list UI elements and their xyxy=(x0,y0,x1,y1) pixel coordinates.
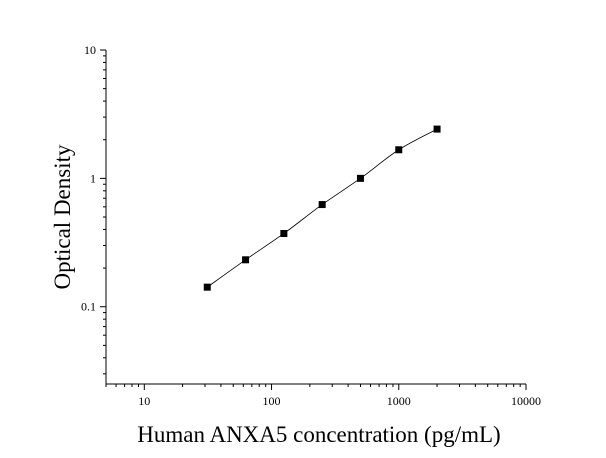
data-point xyxy=(356,174,364,182)
x-tick-label: 10000 xyxy=(511,394,541,408)
fit-curve xyxy=(207,128,438,288)
data-point xyxy=(318,201,326,209)
x-tick-label: 10 xyxy=(138,394,150,408)
y-axis-title: Optical Density xyxy=(50,144,75,289)
data-point xyxy=(395,146,403,154)
data-point xyxy=(242,256,250,264)
y-tick-label: 10 xyxy=(84,43,96,57)
y-tick-label: 1 xyxy=(90,171,96,185)
data-point xyxy=(280,229,288,237)
plot-area xyxy=(203,125,441,291)
x-tick-label: 100 xyxy=(263,394,281,408)
x-tick-label: 1000 xyxy=(387,394,411,408)
x-axis-title: Human ANXA5 concentration (pg/mL) xyxy=(137,422,500,447)
data-point xyxy=(203,283,211,291)
y-tick-label: 0.1 xyxy=(81,300,96,314)
ticks: 10 100 1000 10000 0.1 1 10 xyxy=(81,43,541,408)
data-point xyxy=(433,125,441,133)
axes xyxy=(105,50,526,385)
